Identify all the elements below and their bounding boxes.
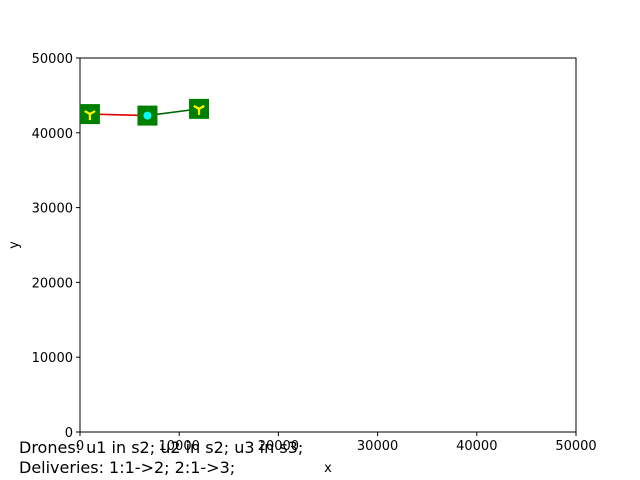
y-tick-label: 40000 — [32, 127, 73, 142]
x-tick-label: 40000 — [456, 439, 497, 454]
drones — [84, 104, 205, 121]
x-tick-label: 50000 — [555, 439, 596, 454]
drones-status: Drones: u1 in s2; u2 in s2; u3 in s3; — [19, 438, 304, 457]
drone-arm — [198, 104, 205, 110]
y-tick-label: 20000 — [32, 276, 73, 291]
drone-icon — [193, 104, 205, 115]
y-tick-label: 50000 — [32, 52, 73, 67]
y-axis-label: y — [7, 241, 22, 249]
drone-arm — [89, 110, 96, 116]
y-axis-ticks: 0 10000 20000 30000 40000 50000 — [32, 52, 80, 441]
x-tick-label: 0 — [76, 439, 84, 454]
y-tick-label: 10000 — [32, 351, 73, 366]
deliveries — [143, 111, 152, 120]
x-tick-label: 30000 — [357, 439, 398, 454]
delivery-point — [143, 111, 152, 120]
deliveries-status: Deliveries: 1:1->2; 2:1->3; — [19, 458, 236, 477]
drone-arm — [193, 104, 200, 110]
x-tick-label: 10000 — [159, 439, 200, 454]
y-tick-label: 30000 — [32, 202, 73, 217]
x-axis-ticks: 0 10000 20000 30000 40000 50000 — [76, 432, 597, 454]
plot-area — [79, 57, 577, 433]
y-tick-label: 0 — [65, 426, 73, 441]
drone-icon — [84, 110, 96, 121]
drone-arm — [84, 110, 91, 116]
x-axis-label: x — [324, 461, 332, 476]
x-tick-label: 20000 — [258, 439, 299, 454]
